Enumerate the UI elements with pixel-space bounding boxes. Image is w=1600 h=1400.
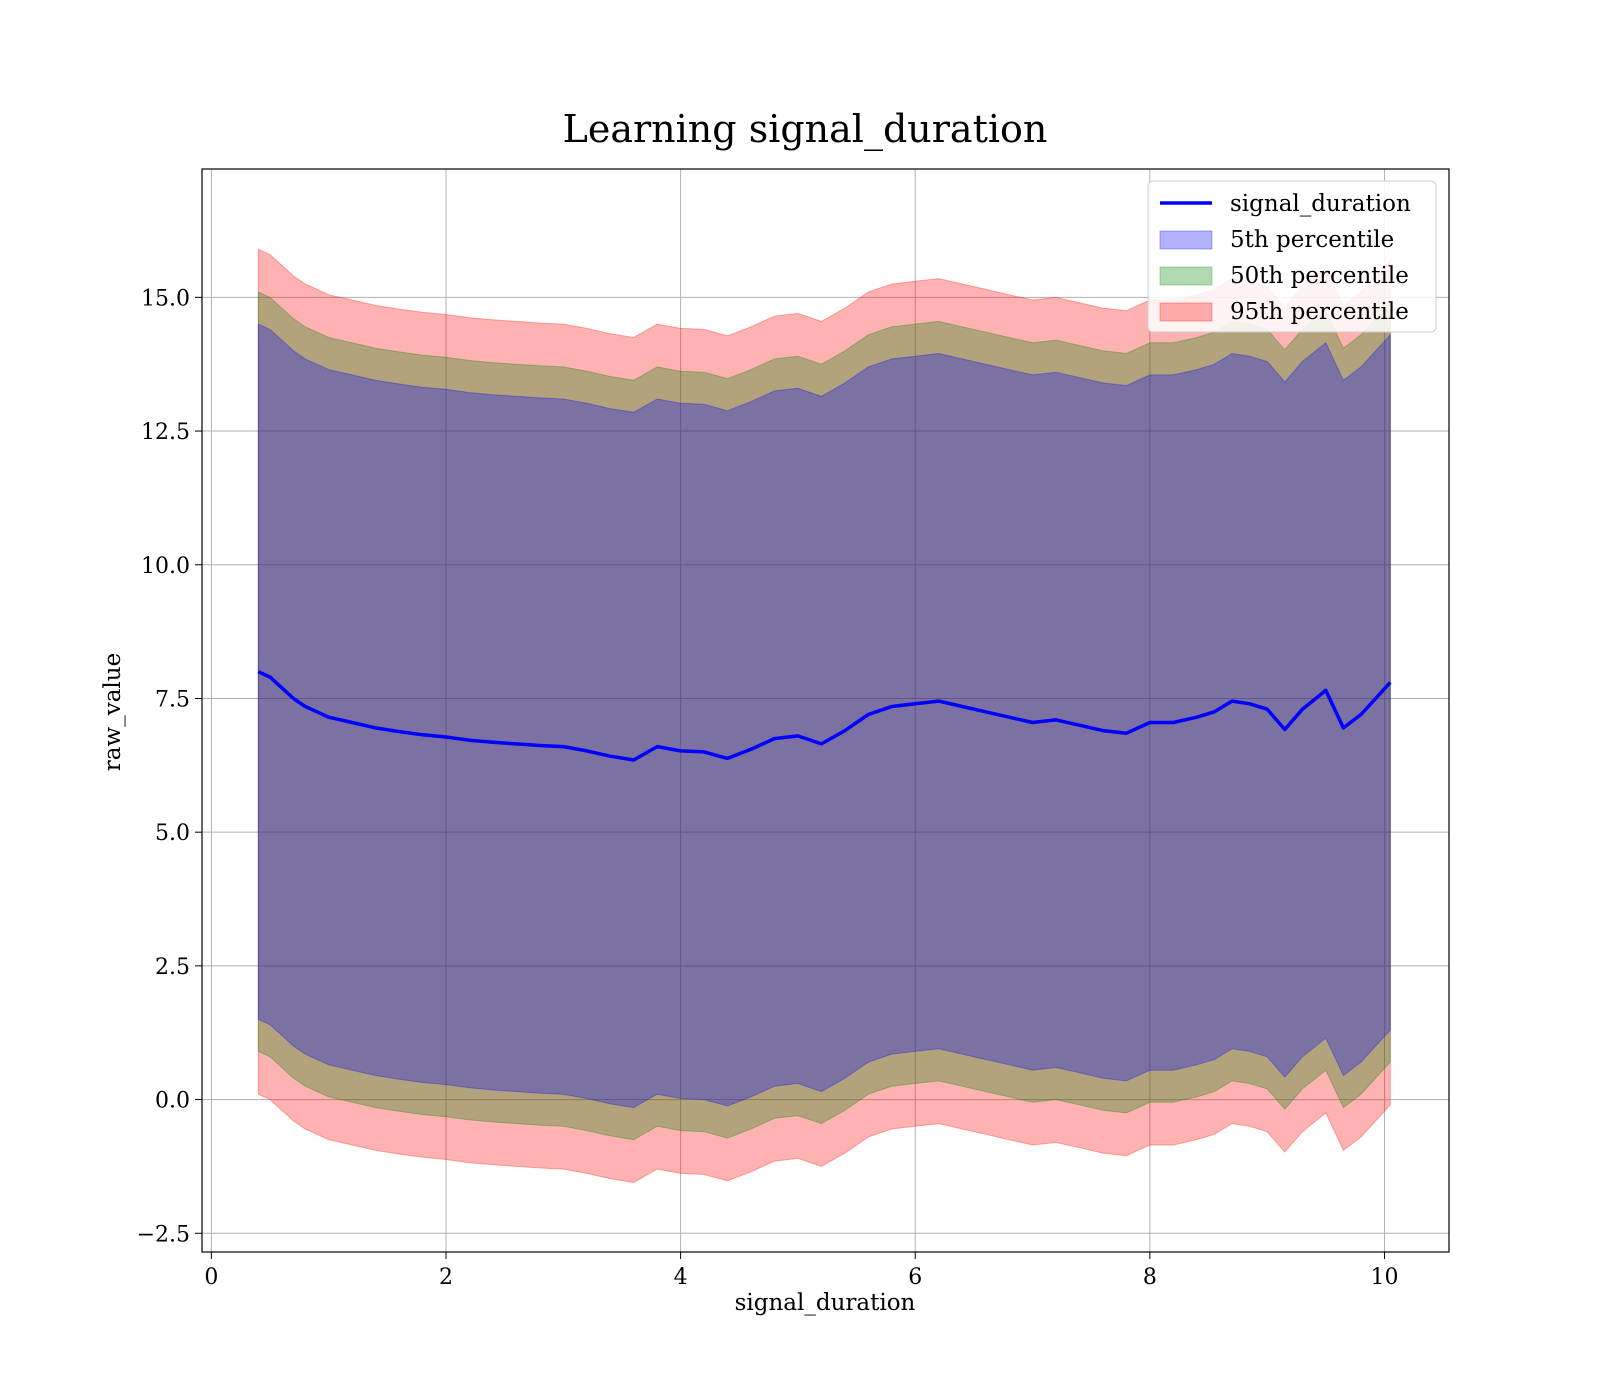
y-tick-label: −2.5 — [137, 1222, 190, 1247]
plot-frame — [201, 168, 1450, 1253]
x-tick-label: 8 — [1143, 1265, 1157, 1290]
x-axis-ticks: 0 2 4 6 8 10 — [204, 1252, 1398, 1290]
legend-swatch-band — [1159, 302, 1213, 322]
x-tick-label: 2 — [439, 1265, 453, 1290]
series-line-signal_duration — [257, 670, 1392, 762]
y-tick-label: 5.0 — [155, 821, 190, 846]
grid-lines — [202, 169, 1449, 1252]
legend-label: 95th percentile — [1230, 299, 1409, 325]
legend-label: 5th percentile — [1230, 227, 1394, 253]
legend-label: 50th percentile — [1230, 263, 1409, 289]
y-tick-label: 2.5 — [155, 955, 190, 980]
x-tick-label: 10 — [1370, 1265, 1398, 1290]
legend: signal_duration 5th percentile 50th percen… — [1147, 180, 1437, 333]
legend-swatch-band — [1159, 266, 1213, 286]
band-5th-percentile — [257, 323, 1391, 1109]
percentile-bands — [257, 248, 1391, 1184]
y-tick-label: 10.0 — [141, 554, 190, 579]
band-95th-percentile — [257, 248, 1391, 1184]
x-tick-label: 6 — [908, 1265, 922, 1290]
legend-items: signal_duration 5th percentile 50th percen… — [1159, 191, 1411, 325]
chart-title: Learning signal_duration — [563, 107, 1048, 152]
y-tick-label: 12.5 — [141, 420, 190, 445]
x-axis-label: signal_duration — [735, 1290, 916, 1316]
y-tick-label: 7.5 — [155, 687, 190, 712]
legend-label: signal_duration — [1230, 191, 1411, 217]
y-axis-label: raw_value — [100, 653, 126, 771]
x-tick-label: 0 — [204, 1265, 218, 1290]
legend-swatch-band — [1159, 230, 1213, 250]
band-50th-percentile — [257, 291, 1391, 1141]
legend-frame — [1147, 180, 1437, 333]
y-tick-label: 15.0 — [141, 286, 190, 311]
x-tick-label: 4 — [674, 1265, 688, 1290]
series-line-layer — [257, 670, 1392, 762]
y-axis-ticks: −2.5 0.0 2.5 5.0 7.5 10.0 12.5 15.0 — [137, 286, 202, 1247]
y-tick-label: 0.0 — [155, 1089, 190, 1114]
